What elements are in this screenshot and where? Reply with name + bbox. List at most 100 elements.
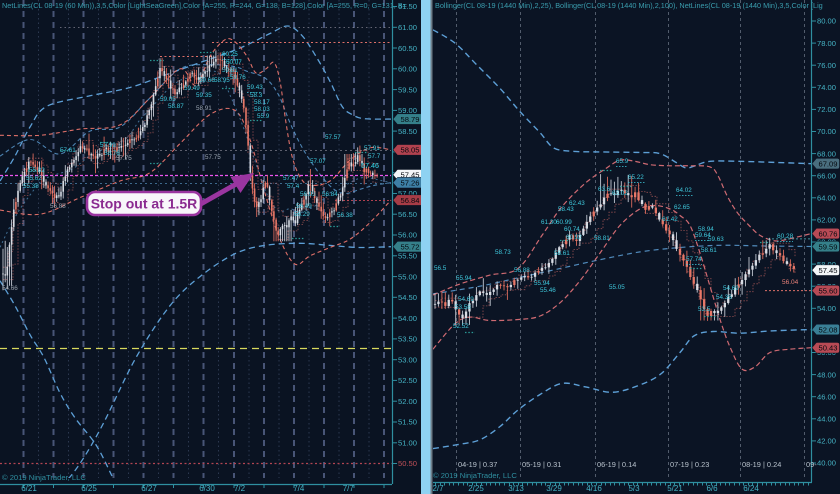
svg-text:48.00: 48.00 [817, 370, 836, 379]
svg-text:58.3: 58.3 [250, 92, 263, 99]
svg-text:59.49: 59.49 [184, 85, 200, 92]
svg-text:59.76: 59.76 [230, 74, 246, 81]
svg-text:61.00: 61.00 [398, 23, 417, 32]
svg-text:54.69: 54.69 [458, 296, 474, 303]
svg-text:52.08: 52.08 [818, 325, 837, 334]
svg-text:2/25: 2/25 [468, 484, 484, 493]
svg-text:55.60: 55.60 [818, 286, 837, 295]
svg-text:70.00: 70.00 [817, 127, 836, 136]
svg-text:58.91: 58.91 [196, 105, 212, 112]
svg-text:© 2019 NinjaTrader, LLC: © 2019 NinjaTrader, LLC [2, 473, 86, 482]
svg-text:3/29: 3/29 [546, 484, 562, 493]
svg-text:58.43: 58.43 [558, 206, 574, 213]
svg-text:61.30: 61.30 [541, 219, 557, 226]
svg-text:55.94: 55.94 [456, 275, 472, 282]
svg-text:57.07: 57.07 [310, 158, 326, 165]
svg-text:58.17: 58.17 [254, 99, 270, 106]
svg-text:58.95: 58.95 [214, 77, 230, 84]
svg-text:60.07: 60.07 [226, 59, 242, 66]
svg-text:55.72: 55.72 [400, 242, 419, 251]
svg-text:63.02: 63.02 [612, 190, 628, 197]
svg-text:59.43: 59.43 [247, 84, 263, 91]
svg-text:66.00: 66.00 [817, 171, 836, 180]
svg-text:56.88: 56.88 [514, 267, 530, 274]
svg-text:58.76: 58.76 [104, 150, 120, 157]
svg-text:6/24: 6/24 [743, 484, 759, 493]
svg-text:55.05: 55.05 [609, 284, 625, 291]
svg-text:52.50: 52.50 [398, 376, 417, 385]
svg-text:80.00: 80.00 [817, 17, 836, 26]
svg-text:55.46: 55.46 [540, 287, 556, 294]
svg-text:54.50: 54.50 [398, 293, 417, 302]
svg-text:58.00: 58.00 [817, 260, 836, 269]
svg-text:57.45: 57.45 [400, 171, 419, 180]
svg-text:74.00: 74.00 [817, 83, 836, 92]
svg-text:57.7: 57.7 [368, 153, 381, 160]
svg-text:59.00: 59.00 [398, 106, 417, 115]
svg-text:76.00: 76.00 [817, 61, 836, 70]
svg-text:57.61: 57.61 [60, 147, 76, 154]
svg-text:NetLines(CL 08-19 (60 Min)),3,: NetLines(CL 08-19 (60 Min)),3,5,Color [L… [2, 1, 407, 10]
svg-text:55.62: 55.62 [26, 175, 42, 182]
svg-text:56.04: 56.04 [782, 279, 799, 286]
svg-text:Stop out at 1.5R: Stop out at 1.5R [91, 196, 198, 212]
svg-text:58.87: 58.87 [168, 103, 184, 110]
svg-text:6/25: 6/25 [81, 484, 97, 493]
svg-text:54.00: 54.00 [817, 304, 836, 313]
svg-text:60.28: 60.28 [777, 233, 794, 240]
svg-text:04-19 | 0.37: 04-19 | 0.37 [458, 460, 497, 469]
svg-text:4/16: 4/16 [586, 484, 602, 493]
svg-text:© 2019 NinjaTrader, LLC: © 2019 NinjaTrader, LLC [433, 471, 517, 480]
svg-text:55.9: 55.9 [257, 113, 270, 120]
svg-text:58.73: 58.73 [495, 249, 511, 256]
svg-text:56.50: 56.50 [398, 210, 417, 219]
svg-text:58.79: 58.79 [400, 115, 419, 124]
svg-text:57.75: 57.75 [116, 155, 132, 162]
svg-text:55.50: 55.50 [398, 252, 417, 261]
svg-text:09-: 09- [806, 460, 817, 469]
svg-text:62.43: 62.43 [569, 200, 585, 207]
svg-text:61.50: 61.50 [398, 2, 417, 11]
svg-text:53.58: 53.58 [455, 304, 471, 311]
svg-text:67.09: 67.09 [818, 159, 837, 168]
svg-text:60.76: 60.76 [818, 229, 837, 238]
svg-text:52.52: 52.52 [453, 323, 469, 330]
svg-text:58.05: 58.05 [400, 146, 419, 155]
svg-text:56.49: 56.49 [296, 203, 312, 210]
svg-text:54.00: 54.00 [398, 314, 417, 323]
svg-text:60.92: 60.92 [566, 234, 582, 241]
svg-text:51.50: 51.50 [398, 418, 417, 427]
svg-text:3/13: 3/13 [508, 484, 524, 493]
svg-text:06-19 | 0.14: 06-19 | 0.14 [597, 460, 636, 469]
svg-text:57.47: 57.47 [283, 175, 299, 182]
svg-text:62.65: 62.65 [674, 204, 690, 211]
svg-text:64.00: 64.00 [817, 194, 836, 203]
svg-text:56.5: 56.5 [434, 265, 447, 272]
svg-text:57.75: 57.75 [205, 154, 221, 161]
svg-text:7/4: 7/4 [293, 484, 305, 493]
svg-text:57.91: 57.91 [364, 145, 380, 152]
svg-text:6/30: 6/30 [199, 484, 215, 493]
svg-text:56.84: 56.84 [322, 191, 338, 198]
svg-text:58.81: 58.81 [594, 235, 610, 242]
svg-text:51.00: 51.00 [398, 439, 417, 448]
svg-text:2/7: 2/7 [432, 484, 444, 493]
svg-text:57.4: 57.4 [287, 183, 300, 190]
svg-text:53.00: 53.00 [398, 355, 417, 364]
svg-text:58.61: 58.61 [554, 250, 570, 257]
svg-text:56.38: 56.38 [337, 212, 353, 219]
svg-text:53.5: 53.5 [698, 306, 711, 313]
svg-text:59.59: 59.59 [818, 242, 837, 251]
svg-text:46.00: 46.00 [817, 392, 836, 401]
svg-text:52.00: 52.00 [398, 397, 417, 406]
svg-text:Bollinger(CL 08-19 (1440 Min),: Bollinger(CL 08-19 (1440 Min),2,25), Bol… [435, 1, 823, 10]
svg-text:59.63: 59.63 [708, 236, 724, 243]
svg-text:44.00: 44.00 [817, 415, 836, 424]
svg-text:59.66: 59.66 [199, 77, 215, 84]
svg-text:6/27: 6/27 [141, 484, 157, 493]
svg-text:62.00: 62.00 [817, 216, 836, 225]
svg-text:55.00: 55.00 [398, 272, 417, 281]
svg-text:53.50: 53.50 [398, 335, 417, 344]
svg-text:60.00: 60.00 [398, 65, 417, 74]
svg-text:54.66: 54.66 [2, 285, 18, 292]
